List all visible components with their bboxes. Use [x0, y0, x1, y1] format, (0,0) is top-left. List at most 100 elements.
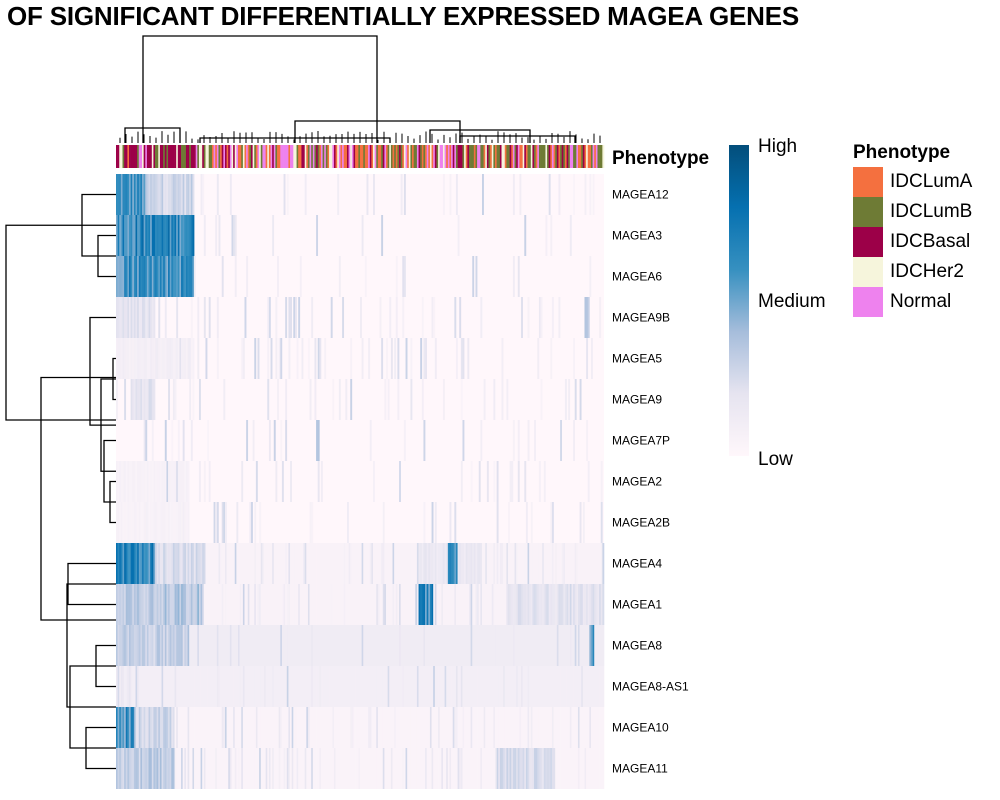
heatmap-cell: [133, 748, 136, 789]
annotation-cell: [329, 145, 332, 168]
heatmap-cell: [127, 543, 130, 584]
heatmap-cell: [400, 584, 403, 625]
heatmap-cell: [238, 543, 240, 584]
heatmap-cell: [491, 748, 494, 789]
heatmap-cell: [602, 666, 605, 707]
heatmap-cell: [244, 625, 247, 666]
heatmap-cell: [272, 666, 275, 707]
column-dendrogram: [119, 35, 601, 143]
heatmap-cell: [573, 420, 576, 461]
heatmap-cell: [355, 748, 358, 789]
heatmap-cell: [472, 748, 475, 789]
annotation-cell: [483, 145, 486, 168]
heatmap-cell: [408, 584, 411, 625]
heatmap-cell: [122, 215, 125, 256]
heatmap-cell: [171, 215, 174, 256]
annotation-cell: [335, 145, 338, 168]
heatmap-cell: [556, 707, 559, 748]
heatmap-cell: [410, 379, 413, 420]
heatmap-cell: [387, 379, 390, 420]
heatmap-cell: [387, 543, 390, 584]
heatmap-cell: [576, 543, 579, 584]
heatmap-cell: [416, 666, 419, 707]
heatmap-cell: [390, 338, 393, 379]
heatmap-cell: [133, 584, 136, 625]
heatmap-cell: [594, 625, 597, 666]
annotation-cell: [421, 145, 424, 168]
heatmap-cell: [309, 502, 312, 543]
heatmap-cell: [181, 707, 183, 748]
heatmap-cell: [135, 297, 138, 338]
heatmap-cell: [599, 707, 602, 748]
heatmap-cell: [290, 584, 292, 625]
heatmap-cell: [208, 666, 211, 707]
heatmap-cell: [355, 543, 358, 584]
heatmap-cell: [439, 584, 442, 625]
heatmap-cell: [146, 707, 149, 748]
column-dendrogram-branch: [124, 127, 181, 143]
heatmap-cell: [586, 666, 589, 707]
heatmap-cell: [137, 625, 140, 666]
heatmap-cell: [521, 707, 523, 748]
heatmap-cell: [590, 584, 593, 625]
heatmap-cell: [340, 625, 343, 666]
heatmap-cell: [216, 666, 219, 707]
heatmap-cell: [371, 543, 374, 584]
heatmap-cell: [468, 707, 471, 748]
annotation-cell: [246, 145, 249, 168]
heatmap-cell: [483, 584, 486, 625]
heatmap-cell: [573, 338, 576, 379]
heatmap-cell: [286, 707, 289, 748]
heatmap-cell: [355, 666, 358, 707]
heatmap-cell: [556, 748, 559, 789]
heatmap-cell: [345, 584, 348, 625]
heatmap-cell: [457, 584, 460, 625]
heatmap-cell: [530, 666, 533, 707]
heatmap-cell: [320, 625, 323, 666]
heatmap-cell: [185, 543, 188, 584]
heatmap-cell: [503, 625, 506, 666]
heatmap-cell: [155, 625, 157, 666]
heatmap-cell: [166, 174, 169, 215]
heatmap-cell: [143, 297, 146, 338]
heatmap-cell: [508, 707, 510, 748]
heatmap-cell: [320, 707, 323, 748]
heatmap-cell: [538, 625, 541, 666]
heatmap-cell: [566, 748, 569, 789]
heatmap-cell: [320, 461, 323, 502]
heatmap-cell: [465, 666, 468, 707]
annotation-cell: [506, 145, 509, 168]
heatmap-cell: [159, 707, 162, 748]
heatmap-cell: [467, 748, 470, 789]
heatmap-cell: [150, 543, 153, 584]
heatmap-cell: [294, 584, 297, 625]
annotation-cell: [381, 145, 384, 168]
heatmap-cell: [241, 338, 244, 379]
annotation-cell: [264, 145, 266, 168]
heatmap-cell: [434, 666, 437, 707]
heatmap-cell: [498, 625, 501, 666]
heatmap-cell: [527, 666, 530, 707]
heatmap-cell: [584, 543, 587, 584]
heatmap-cell: [338, 256, 341, 297]
heatmap-cell: [210, 584, 213, 625]
heatmap-cell: [425, 584, 427, 625]
annotation-cell: [455, 145, 458, 168]
heatmap-cell: [333, 543, 336, 584]
heatmap-cell: [142, 625, 144, 666]
annotation-cell: [392, 145, 395, 168]
heatmap-cell: [137, 338, 140, 379]
heatmap-cell: [140, 256, 143, 297]
heatmap-cell: [135, 625, 138, 666]
heatmap-cell: [524, 584, 527, 625]
heatmap-cell: [555, 543, 558, 584]
heatmap-cell: [207, 666, 210, 707]
heatmap-cell: [288, 584, 291, 625]
heatmap-cell: [267, 338, 270, 379]
heatmap-cell: [514, 584, 517, 625]
heatmap-cell: [530, 543, 533, 584]
heatmap-cell: [260, 625, 263, 666]
heatmap-cell: [290, 461, 292, 502]
heatmap-cell: [278, 584, 281, 625]
heatmap-cell: [369, 543, 372, 584]
